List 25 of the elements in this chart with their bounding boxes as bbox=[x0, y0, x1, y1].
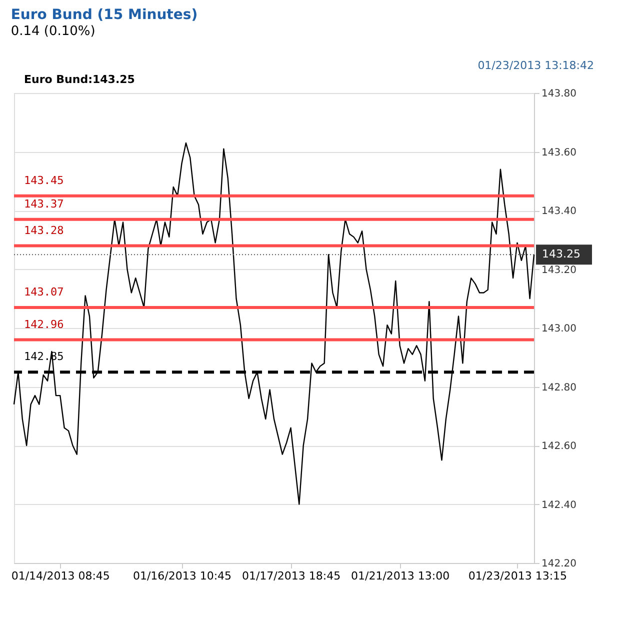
ref-line-label: 143.28 bbox=[24, 224, 64, 237]
y-tick-label: 142.40 bbox=[542, 500, 576, 511]
x-tick-label: 01/16/2013 10:45 bbox=[132, 570, 232, 582]
y-tick-label: 143.20 bbox=[542, 264, 576, 276]
y-tick-label: 143.40 bbox=[542, 206, 576, 217]
x-tick-label: 01/23/2013 13:15 bbox=[468, 570, 568, 582]
text: 01/23/2013 13:18:42 bbox=[478, 59, 594, 72]
y-tick-label: 143.80 bbox=[542, 88, 576, 100]
ref-line-label: 143.37 bbox=[24, 197, 64, 210]
y-tick-label: 142.80 bbox=[542, 382, 576, 394]
chart-subtitle: 0.14 (0.10%) bbox=[10, 24, 96, 39]
y-tick-label: 142.60 bbox=[542, 441, 576, 452]
ref-line-label: 142.96 bbox=[24, 318, 64, 331]
y-tick-label: 142.20 bbox=[542, 558, 576, 570]
y-tick-label: 143.00 bbox=[542, 324, 576, 334]
x-tick-label: 01/17/2013 18:45 bbox=[242, 570, 341, 582]
ref-line-label: 143.07 bbox=[24, 285, 64, 298]
chart-title: Euro Bund (15 Minutes) bbox=[10, 7, 198, 23]
x-tick-label: 01/14/2013 08:45 bbox=[11, 570, 110, 582]
text: Euro Bund:143.25 bbox=[24, 73, 135, 86]
ref-line-label: 143.25 bbox=[542, 248, 580, 261]
line-series bbox=[13, 142, 535, 505]
y-tick-label: 143.60 bbox=[542, 147, 576, 158]
ref-line-label: 143.45 bbox=[24, 174, 64, 187]
x-tick-label: 01/21/2013 13:00 bbox=[351, 570, 450, 582]
